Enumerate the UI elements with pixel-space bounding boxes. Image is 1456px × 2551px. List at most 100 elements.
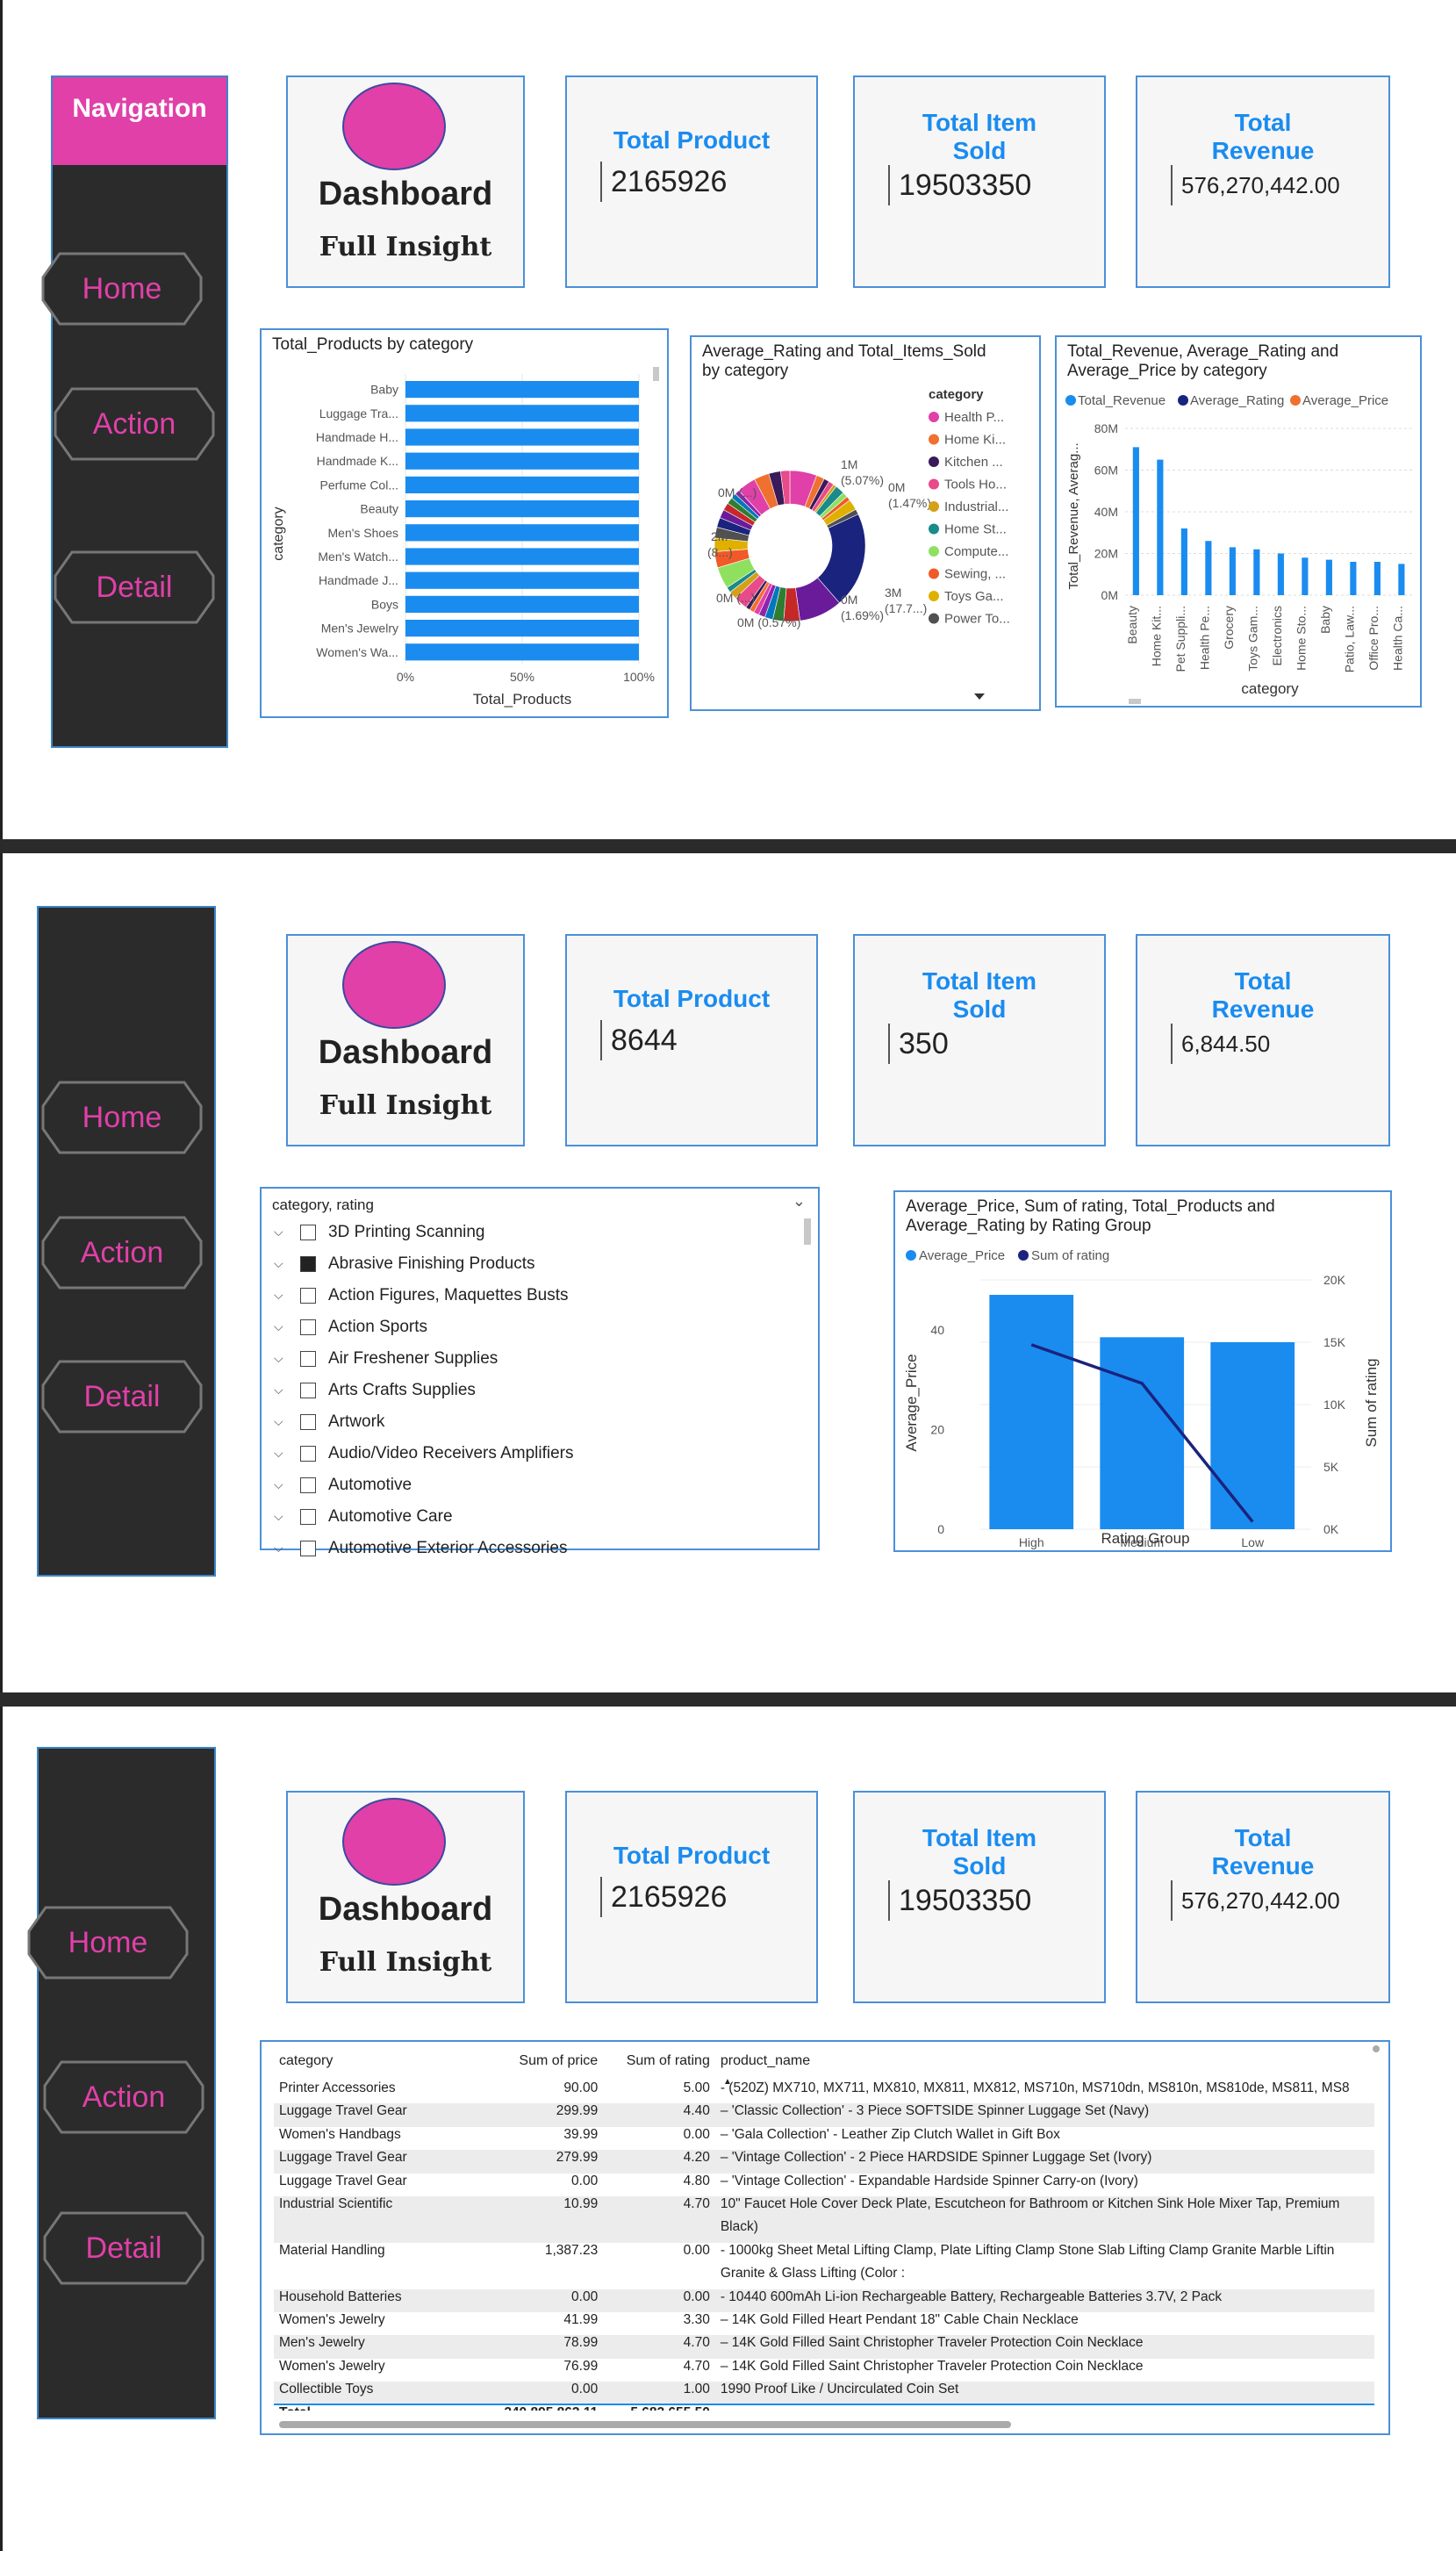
table-row[interactable]: Luggage Travel Gear 279.99 4.20– 'Vintage … <box>274 2150 1374 2174</box>
total-products-by-category-chart[interactable]: Total_Products by category 0% 50% 100% Baby… <box>260 328 669 718</box>
vertical-scroll-dot[interactable] <box>1373 2045 1380 2052</box>
checkbox[interactable] <box>300 1477 316 1493</box>
data-label: 0M (0.57%) <box>737 615 800 629</box>
nav-detail-button[interactable]: Detail <box>40 1359 204 1434</box>
kpi-value: 350 <box>888 1024 949 1064</box>
column-header[interactable]: product_name <box>720 2053 811 2068</box>
checkbox[interactable] <box>300 1383 316 1398</box>
table-row[interactable]: Industrial Scientific 10.99 4.70 10" Faucet… <box>274 2195 1374 2220</box>
rating-items-sold-donut-chart[interactable]: Average_Rating and Total_Items_Sold by c… <box>690 335 1041 711</box>
checkbox[interactable] <box>300 1509 316 1525</box>
slicer-item-label: Automotive <box>328 1476 412 1494</box>
checkbox[interactable] <box>300 1225 316 1240</box>
slicer-collapse-chevron-icon[interactable]: ⌄ <box>792 1192 806 1210</box>
slicer-item[interactable]: ⌵ Automotive Care <box>274 1501 453 1533</box>
sort-indicator-icon[interactable]: ▲ <box>723 2077 732 2087</box>
expand-chevron-icon[interactable]: ⌵ <box>274 1256 283 1270</box>
nav-home-label: Home <box>82 272 162 305</box>
table-cell: Industrial Scientific <box>274 2195 499 2220</box>
table-row[interactable]: Women's Jewelry 41.99 3.30 – 14K Gold Fille… <box>274 2312 1374 2335</box>
x-tick-label: 100% <box>623 670 655 684</box>
expand-chevron-icon[interactable]: ⌵ <box>274 1319 283 1333</box>
table-row[interactable]: Collectible Toys 0.00 1.00 1990 Proof Like … <box>274 2382 1374 2405</box>
kpi-title-line1: Total <box>1234 967 1292 995</box>
table-row[interactable]: Luggage Travel Gear 0.00 4.80 – 'Vintage Co… <box>274 2174 1374 2196</box>
table-row[interactable]: Luggage Travel Gear 299.99 4.40– 'Classic … <box>274 2103 1374 2127</box>
legend-more-arrow-icon <box>974 693 985 700</box>
checkbox[interactable] <box>300 1319 316 1335</box>
revenue-by-category-chart[interactable]: Total_Revenue, Average_Rating and Averag… <box>1055 335 1422 708</box>
category-label: Beauty <box>360 502 398 516</box>
nav-action-label: Action <box>80 1236 164 1269</box>
table-cell: - (520Z) MX710, MX711, MX810, MX811, MX8… <box>720 2080 1350 2095</box>
y-tick-label: 0M <box>1101 588 1118 602</box>
kpi-value: 576,270,442.00 <box>1171 1880 1340 1921</box>
nav-action-button[interactable]: Action <box>40 1215 204 1290</box>
expand-chevron-icon[interactable]: ⌵ <box>274 1414 283 1428</box>
nav-detail-button[interactable]: Detail <box>53 550 216 625</box>
kpi-title-line1: Total <box>1234 109 1292 136</box>
nav-home-button[interactable]: Home <box>40 251 204 327</box>
expand-chevron-icon[interactable]: ⌵ <box>274 1541 283 1555</box>
kpi-total-item-sold: Total Item Sold 19503350 <box>853 1791 1106 2003</box>
slicer-item[interactable]: ⌵ Action Figures, Maquettes Busts <box>274 1280 569 1311</box>
slicer-item[interactable]: ⌵ Abrasive Finishing Products <box>274 1248 535 1280</box>
table-cell: 78.99 <box>498 2335 604 2359</box>
checkbox[interactable] <box>300 1541 316 1556</box>
chart-title-line2: by category <box>702 362 789 380</box>
nav-home-button[interactable]: Home <box>26 1905 190 1980</box>
slicer-item[interactable]: ⌵ Audio/Video Receivers Amplifiers <box>274 1438 574 1470</box>
bar <box>1302 557 1309 595</box>
nav-detail-button[interactable]: Detail <box>42 2210 205 2286</box>
expand-chevron-icon[interactable]: ⌵ <box>274 1288 283 1302</box>
bar <box>405 500 639 518</box>
slicer-item[interactable]: ⌵ Arts Crafts Supplies <box>274 1375 476 1406</box>
expand-chevron-icon[interactable]: ⌵ <box>274 1383 283 1397</box>
checkbox[interactable] <box>300 1446 316 1462</box>
checkbox[interactable] <box>300 1414 316 1430</box>
checkbox[interactable] <box>300 1351 316 1367</box>
table-cell: Women's Jewelry <box>279 2358 385 2374</box>
dashboard-title: Dashboard <box>318 176 493 212</box>
expand-chevron-icon[interactable]: ⌵ <box>274 1225 283 1239</box>
table-cell: 4.70 <box>683 2358 710 2374</box>
bar <box>1100 1337 1185 1529</box>
checkbox[interactable] <box>300 1256 316 1272</box>
table-row[interactable]: Household Batteries 0.00 0.00- 10440 600mA… <box>274 2289 1374 2312</box>
table-row[interactable]: Granite & Glass Lifting (Color : <box>274 2266 1374 2289</box>
rating-group-combo-chart[interactable]: Average_Price, Sum of rating, Total_Prod… <box>893 1190 1392 1552</box>
table-total-row: Total240,895,863.115,682,655.50 <box>274 2404 1374 2411</box>
nav-home-button[interactable]: Home <box>40 1080 204 1155</box>
category-label: Baby <box>370 383 398 397</box>
table-row[interactable]: Women's Jewelry 76.99 4.70 – 14K Gold Fille… <box>274 2359 1374 2382</box>
legend-item: Toys Ga... <box>944 589 1004 604</box>
legend-marker <box>929 523 939 535</box>
column-header[interactable]: category <box>279 2053 334 2068</box>
slicer-item[interactable]: ⌵ Action Sports <box>274 1311 427 1343</box>
data-label: (17.7...) <box>885 601 927 615</box>
table-row[interactable]: Printer Accessories 90.00 5.00 - (520Z) MX7… <box>274 2080 1374 2103</box>
slicer-item[interactable]: ⌵ Air Freshener Supplies <box>274 1343 498 1375</box>
column-header[interactable]: Sum of price <box>519 2053 599 2068</box>
expand-chevron-icon[interactable]: ⌵ <box>274 1446 283 1460</box>
slicer-item[interactable]: ⌵ Automotive <box>274 1470 412 1501</box>
table-row[interactable]: Men's Jewelry 78.99 4.70– 14K Gold Filled … <box>274 2335 1374 2359</box>
nav-action-button[interactable]: Action <box>42 2059 205 2135</box>
expand-chevron-icon[interactable]: ⌵ <box>274 1477 283 1491</box>
expand-chevron-icon[interactable]: ⌵ <box>274 1351 283 1365</box>
table-row[interactable]: Black) <box>274 2219 1374 2243</box>
column-header[interactable]: Sum of rating <box>626 2053 710 2068</box>
slicer-item[interactable]: ⌵ Automotive Exterior Accessories <box>274 1533 567 1564</box>
nav-action-button[interactable]: Action <box>53 386 216 462</box>
slicer-item-label: 3D Printing Scanning <box>328 1223 485 1241</box>
expand-chevron-icon[interactable]: ⌵ <box>274 1509 283 1523</box>
table-scroll-area[interactable]: category Sum of price Sum of rating product… <box>274 2042 1374 2411</box>
slicer-item[interactable]: ⌵ Artwork <box>274 1406 384 1438</box>
slicer-item[interactable]: ⌵ 3D Printing Scanning <box>274 1217 485 1248</box>
horizontal-scrollbar[interactable] <box>279 2421 1011 2428</box>
checkbox[interactable] <box>300 1288 316 1304</box>
y-tick-label: 20M <box>1094 547 1118 561</box>
table-row[interactable]: Women's Handbags 39.99 0.00 – 'Gala Collect… <box>274 2127 1374 2150</box>
table-row[interactable]: Material Handling 1,387.23 0.00 - 1000kg Sh… <box>274 2243 1374 2266</box>
slicer-scrollbar[interactable] <box>804 1218 811 1245</box>
